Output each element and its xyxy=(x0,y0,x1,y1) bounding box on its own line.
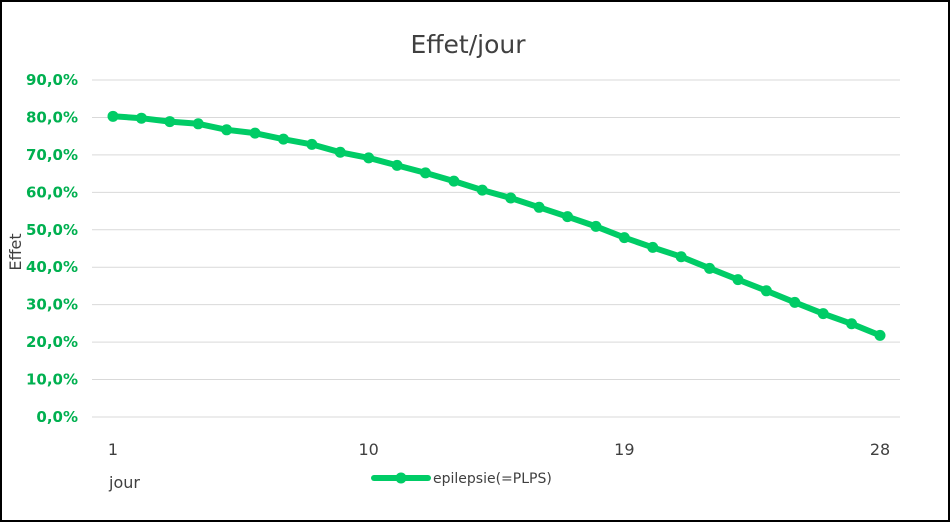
data-point xyxy=(760,285,772,297)
data-point xyxy=(732,274,744,286)
data-point xyxy=(618,232,630,244)
gridlines xyxy=(92,79,900,418)
y-tick-label: 0,0% xyxy=(36,408,78,426)
chart-title: Effet/jour xyxy=(411,30,527,59)
y-tick-label: 40,0% xyxy=(26,258,78,276)
data-point xyxy=(192,118,204,130)
y-tick-label: 90,0% xyxy=(26,71,78,89)
y-axis-ticks: 0,0% 10,0% 20,0% 30,0% 40,0% 50,0% 60,0% 70,0% 8… xyxy=(26,71,78,426)
x-tick-label: 10 xyxy=(358,440,378,459)
legend-label: epilepsie(=PLPS) xyxy=(433,471,552,487)
data-point xyxy=(277,133,289,145)
data-point xyxy=(448,175,460,187)
y-tick-label: 80,0% xyxy=(26,108,78,126)
data-point xyxy=(704,262,716,274)
data-point xyxy=(391,159,403,171)
data-point xyxy=(107,110,119,122)
x-tick-label: 1 xyxy=(108,440,118,459)
x-axis-ticks: 1 10 19 28 xyxy=(108,440,890,459)
series-line xyxy=(110,113,883,339)
y-tick-label: 70,0% xyxy=(26,146,78,164)
data-point xyxy=(164,116,176,128)
data-point xyxy=(135,112,147,124)
data-point xyxy=(334,146,346,158)
data-point xyxy=(363,152,375,164)
y-tick-label: 50,0% xyxy=(26,221,78,239)
data-point xyxy=(789,296,801,308)
data-point xyxy=(846,318,858,330)
data-point xyxy=(817,308,829,320)
data-point xyxy=(562,211,574,223)
legend: epilepsie(=PLPS) xyxy=(371,471,552,487)
data-point xyxy=(505,192,517,204)
x-axis-label: jour xyxy=(108,473,140,492)
data-point xyxy=(249,127,261,139)
data-point xyxy=(306,138,318,150)
y-tick-label: 20,0% xyxy=(26,333,78,351)
series-layer xyxy=(107,110,886,341)
x-tick-label: 19 xyxy=(614,440,634,459)
y-tick-label: 30,0% xyxy=(26,296,78,314)
y-tick-label: 10,0% xyxy=(26,371,78,389)
legend-marker xyxy=(395,472,407,484)
y-tick-label: 60,0% xyxy=(26,183,78,201)
data-point xyxy=(419,167,431,179)
y-axis-label: Effet xyxy=(6,233,25,270)
data-point xyxy=(590,220,602,232)
data-point xyxy=(647,241,659,253)
data-point xyxy=(675,251,687,263)
x-tick-label: 28 xyxy=(870,440,890,459)
data-point xyxy=(874,329,886,341)
data-point xyxy=(476,184,488,196)
data-point xyxy=(221,124,233,136)
data-point xyxy=(533,201,545,213)
